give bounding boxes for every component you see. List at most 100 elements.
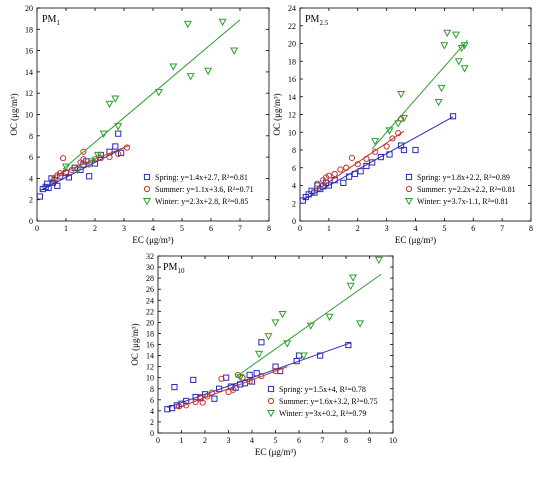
data-point-spring <box>325 182 332 189</box>
data-point-summer <box>246 378 253 385</box>
y-tick-label: 12 <box>288 111 296 120</box>
data-point-summer <box>199 399 206 406</box>
y-tick-label: 4 <box>292 182 296 191</box>
data-point-summer <box>51 176 58 183</box>
data-point-spring <box>65 174 73 181</box>
panel-title: PM2.5 <box>305 14 329 27</box>
data-point-winter <box>371 138 380 146</box>
data-point-winter <box>434 99 443 107</box>
legend-marker-winter <box>404 197 414 206</box>
y-tick-label: 28 <box>146 274 154 283</box>
legend-marker-winter <box>142 197 152 206</box>
panel-title-main: PM <box>305 14 320 25</box>
data-point-summer <box>363 155 370 162</box>
y-tick-label: 4 <box>29 174 33 183</box>
x-tick-label: 0 <box>298 224 302 233</box>
data-point-winter <box>61 163 71 171</box>
fit-line-summer <box>314 130 405 193</box>
panel-title-subscript: 1 <box>56 19 60 27</box>
y-tick-label: 4 <box>150 407 154 416</box>
panel-title-main: PM <box>42 14 57 25</box>
data-point-winter <box>394 120 403 128</box>
data-point-summer <box>115 150 122 158</box>
data-point-summer <box>343 164 350 171</box>
data-point-winter <box>325 313 334 322</box>
data-point-summer <box>395 130 402 137</box>
data-point-spring <box>112 143 119 150</box>
data-point-spring <box>211 395 218 402</box>
y-tick-label: 2 <box>29 196 33 205</box>
data-point-winter <box>460 42 469 50</box>
legend-marker-summer <box>143 185 151 193</box>
data-point-spring <box>248 378 256 385</box>
y-tick-label: 14 <box>146 352 154 361</box>
data-point-spring <box>54 182 61 189</box>
data-point-spring <box>412 146 419 154</box>
y-tick-label: 2 <box>292 199 296 208</box>
x-axis-label: EC (μg/m³) <box>395 235 436 245</box>
data-point-spring <box>449 113 457 120</box>
data-point-spring <box>258 339 265 346</box>
x-tick-label: 8 <box>344 436 348 445</box>
data-point-winter <box>437 84 446 93</box>
data-point-winter <box>356 320 365 328</box>
data-point-spring <box>86 173 93 180</box>
x-tick-label: 8 <box>267 224 271 233</box>
legend-marker-spring <box>143 173 151 181</box>
y-tick-label: 8 <box>150 385 154 394</box>
y-tick-label: 20 <box>146 318 154 327</box>
x-tick-label: 4 <box>250 436 254 445</box>
legend-marker-summer <box>405 185 413 193</box>
x-tick-label: 6 <box>297 436 301 445</box>
data-point-spring <box>44 180 51 187</box>
y-tick-label: 24 <box>288 4 296 13</box>
y-tick-label: 18 <box>146 329 154 338</box>
x-tick-label: 2 <box>93 224 97 233</box>
data-point-summer <box>208 389 216 396</box>
y-tick-label: 10 <box>146 374 154 383</box>
y-tick-label: 24 <box>146 296 154 305</box>
data-point-spring <box>351 170 358 178</box>
y-tick-label: 0 <box>29 217 33 226</box>
panel-title-main: PM <box>163 262 178 273</box>
data-point-summer <box>123 144 131 151</box>
data-point-summer <box>57 169 64 177</box>
legend-marker-summer <box>267 397 275 405</box>
data-point-spring <box>216 385 223 392</box>
data-point-summer <box>197 393 204 401</box>
y-tick-label: 12 <box>146 363 154 372</box>
x-tick-label: 6 <box>471 224 475 233</box>
data-point-summer <box>218 375 225 382</box>
data-point-winter <box>454 58 463 66</box>
legend-label-summer: Summer: y=2.2x+2.2, R²=0.81 <box>417 185 516 194</box>
panel-title: PM10 <box>163 262 185 275</box>
x-tick-label: 7 <box>500 224 504 233</box>
data-point-summer <box>348 154 356 162</box>
x-tick-label: 1 <box>64 224 68 233</box>
data-point-summer <box>80 156 87 163</box>
y-axis-label: OC (μg/m³) <box>272 93 282 135</box>
data-point-spring <box>311 189 318 196</box>
data-point-winter <box>169 63 178 71</box>
data-point-winter <box>236 374 245 382</box>
x-tick-label: 0 <box>35 224 39 233</box>
data-point-summer <box>230 386 237 393</box>
data-point-winter <box>111 95 120 103</box>
y-tick-label: 12 <box>25 89 33 98</box>
data-point-spring <box>340 179 347 186</box>
legend-marker-spring <box>267 385 275 393</box>
y-tick-label: 30 <box>146 263 154 272</box>
legend-label-spring: Spring: y=1.8x+2.2, R²=0.89 <box>417 173 510 182</box>
y-axis-label: OC (μg/m³) <box>9 93 19 135</box>
x-tick-label: 3 <box>385 224 389 233</box>
data-point-spring <box>363 162 370 170</box>
x-tick-label: 2 <box>356 224 360 233</box>
x-tick-label: 7 <box>238 224 242 233</box>
data-point-summer <box>106 154 113 161</box>
legend-label-summer: Summer: y=1.1x+3.6, R²=0.71 <box>155 185 254 194</box>
data-point-summer <box>331 170 338 178</box>
data-point-summer <box>80 148 87 155</box>
x-tick-label: 5 <box>180 224 184 233</box>
legend-label-winter: Winter: y=3.7x-1.1, R²=0.81 <box>417 197 509 206</box>
data-point-winter <box>186 73 195 81</box>
